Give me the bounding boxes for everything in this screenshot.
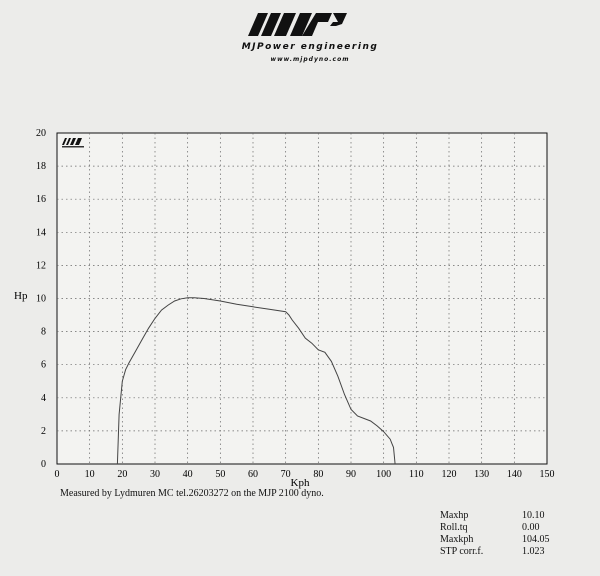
y-tick-label: 0: [41, 459, 46, 470]
y-tick-label: 6: [41, 360, 46, 371]
x-tick-label: 120: [442, 469, 457, 480]
x-tick-label: 110: [409, 469, 424, 480]
y-tick-labels: 0 2 4 6 8 10 12 14 16 18 20: [36, 128, 46, 470]
header: MJPower engineering www.mjpdyno.com: [0, 0, 600, 70]
y-tick-label: 16: [36, 194, 46, 205]
x-tick-label: 20: [117, 469, 127, 480]
y-tick-label: 4: [41, 393, 46, 404]
stat-row: Maxhp 10.10: [440, 510, 560, 522]
stat-label: Maxhp: [440, 510, 469, 521]
mini-logo: [62, 138, 84, 148]
y-tick-label: 20: [36, 128, 46, 139]
y-tick-label: 12: [36, 260, 46, 271]
caption: Measured by Lydmuren MC tel.26203272 on …: [60, 488, 324, 499]
brand-url: www.mjpdyno.com: [270, 56, 350, 63]
stats-table: Maxhp 10.10 Roll.tq 0.00 Maxkph 104.05 STP cor…: [440, 510, 560, 558]
mjp-logo: [248, 13, 347, 36]
x-tick-label: 50: [215, 469, 225, 480]
x-tick-label: 40: [183, 469, 193, 480]
y-axis-label: Hp: [14, 290, 28, 302]
x-tick-label: 150: [540, 469, 555, 480]
series-group: [116, 297, 396, 465]
x-tick-label: 130: [474, 469, 489, 480]
stat-label: STP corr.f.: [440, 546, 484, 557]
dyno-chart: 0 2 4 6 8 10 12 14 16 18 20 0 10 20 30 40 50 60 70 80 90 100…: [14, 128, 555, 489]
stat-row: Maxkph 104.05: [440, 534, 560, 546]
x-tick-labels: 0 10 20 30 40 50 60 70 80 90 100 110 120 130 140 150: [55, 469, 555, 480]
series-line: [116, 297, 396, 465]
y-tick-label: 10: [36, 294, 46, 305]
y-tick-label: 2: [41, 426, 46, 437]
x-tick-label: 30: [150, 469, 160, 480]
x-tick-label: 140: [507, 469, 522, 480]
x-tick-label: 0: [55, 469, 60, 480]
x-tick-label: 10: [85, 469, 95, 480]
y-tick-label: 14: [36, 227, 46, 238]
stat-value: 104.05: [522, 534, 550, 545]
x-axis-label: Kph: [291, 477, 310, 489]
grid: [57, 133, 547, 464]
x-tick-label: 100: [376, 469, 391, 480]
x-tick-label: 60: [248, 469, 258, 480]
y-tick-label: 18: [36, 161, 46, 172]
stat-row: Roll.tq 0.00: [440, 522, 560, 534]
stat-value: 0.00: [522, 522, 540, 533]
x-tick-label: 90: [346, 469, 356, 480]
stat-label: Roll.tq: [440, 522, 468, 533]
x-tick-label: 70: [281, 469, 291, 480]
stat-row: STP corr.f. 1.023: [440, 546, 560, 558]
x-tick-label: 80: [313, 469, 323, 480]
stat-label: Maxkph: [440, 534, 474, 545]
stat-value: 10.10: [522, 510, 545, 521]
stat-value: 1.023: [522, 546, 545, 557]
brand-name: MJPower engineering: [241, 42, 379, 52]
y-tick-label: 8: [41, 327, 46, 338]
